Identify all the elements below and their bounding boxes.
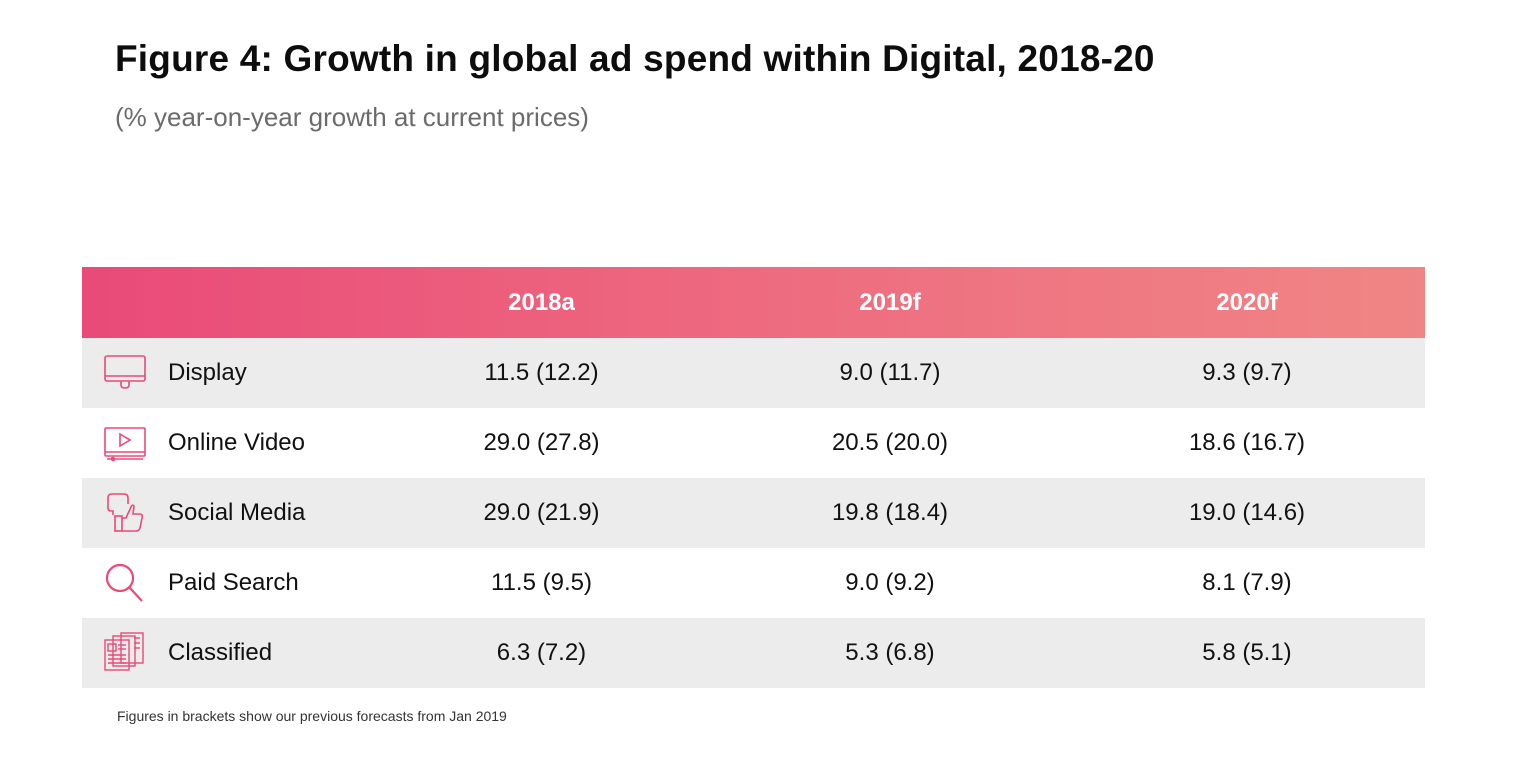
row-label-cell: Online Video [82,408,400,478]
row-label: Paid Search [168,569,299,596]
table-row: Online Video 29.0 (27.8) 20.5 (20.0) 18.… [82,408,1425,478]
page-subtitle: (% year-on-year growth at current prices… [115,102,589,132]
thumbs-up-icon [104,492,146,534]
row-label: Display [168,359,247,386]
video-player-icon [104,422,146,464]
row-label: Classified [168,639,273,666]
row-label: Online Video [168,429,305,456]
value-2018a: 11.5 (12.2) [484,359,599,386]
footnote: Figures in brackets show our previous fo… [117,708,507,724]
table-row: Display 11.5 (12.2) 9.0 (11.7) 9.3 (9.7) [82,338,1425,408]
page-title: Figure 4: Growth in global ad spend with… [115,38,1155,79]
table-row: Paid Search 11.5 (9.5) 9.0 (9.2) 8.1 (7.… [82,548,1425,618]
value-2020f: 9.3 (9.7) [1202,359,1292,386]
value-2018a: 29.0 (21.9) [483,499,600,526]
search-icon [104,562,146,604]
value-2019f: 9.0 (11.7) [839,359,941,386]
growth-table: 2018a 2019f 2020f Display 11.5 (12.2) 9.… [82,267,1425,688]
value-2020f: 18.6 (16.7) [1188,429,1306,456]
value-2019f: 9.0 (9.2) [845,569,935,596]
row-label-cell: Display [82,338,400,408]
table-header: 2018a 2019f 2020f [82,267,1425,338]
value-2019f: 5.3 (6.8) [845,639,935,666]
value-2020f: 19.0 (14.6) [1188,499,1306,526]
value-2018a: 29.0 (27.8) [483,429,600,456]
value-2018a: 11.5 (9.5) [491,569,592,596]
value-2019f: 20.5 (20.0) [831,429,949,456]
table-row: Social Media 29.0 (21.9) 19.8 (18.4) 19.… [82,478,1425,548]
header-spacer [82,267,400,338]
row-label-cell: Classified [82,618,400,688]
value-2019f: 19.8 (18.4) [831,499,949,526]
table-row: Classified 6.3 (7.2) 5.3 (6.8) 5.8 (5.1) [82,618,1425,688]
value-2020f: 8.1 (7.9) [1202,569,1292,596]
monitor-icon [104,352,146,394]
row-label: Social Media [168,499,306,526]
value-2020f: 5.8 (5.1) [1202,639,1292,666]
row-label-cell: Social Media [82,478,400,548]
newspaper-icon [104,632,146,674]
value-2018a: 6.3 (7.2) [496,639,587,666]
row-label-cell: Paid Search [82,548,400,618]
header-2018a: 2018a [508,288,575,316]
header-2019f: 2019f [859,288,921,316]
header-2020f: 2020f [1216,288,1278,316]
